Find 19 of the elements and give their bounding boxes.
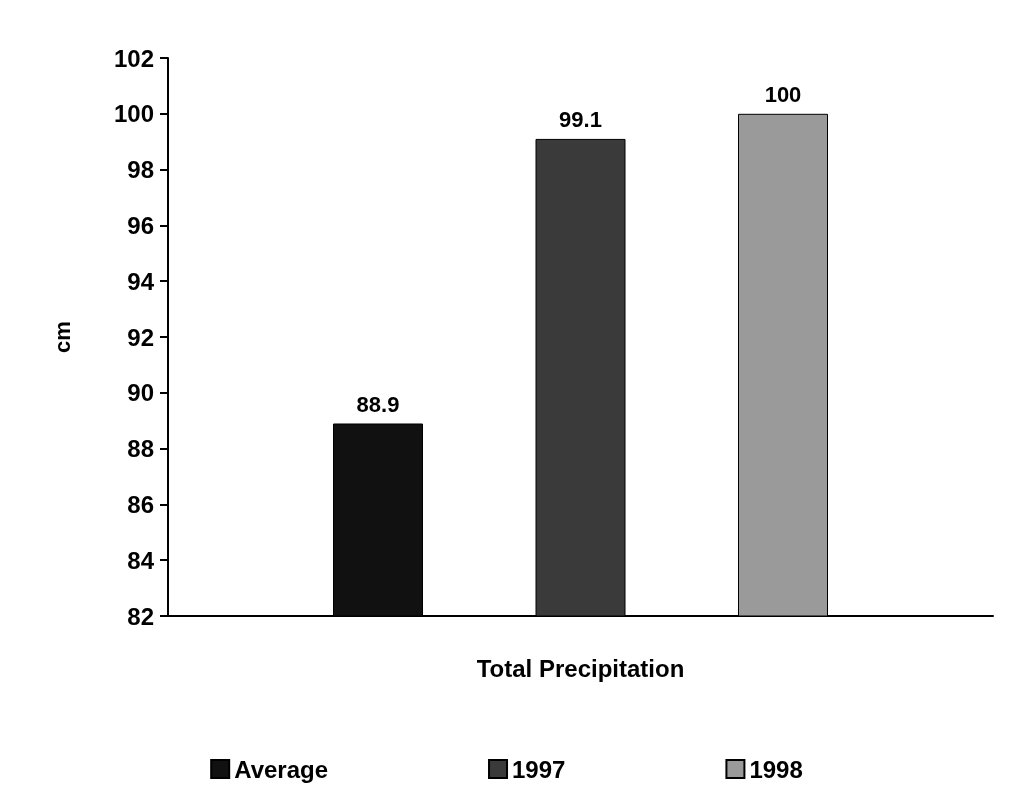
y-tick-label: 88 (127, 435, 154, 463)
legend-label: 1998 (749, 755, 803, 783)
y-tick-label: 98 (127, 156, 154, 184)
y-tick-label: 86 (127, 490, 154, 518)
data-label: 100 (764, 82, 802, 108)
y-tick-label: 94 (127, 267, 155, 295)
y-tick-label: 100 (113, 100, 154, 128)
legend-label: 1997 (512, 755, 566, 783)
x-tick-label: Total Precipitation (476, 654, 685, 682)
y-tick-label: 84 (127, 546, 155, 574)
data-label: 88.9 (356, 391, 400, 417)
y-tick-label: 92 (127, 323, 154, 351)
legend-label: Average (234, 755, 329, 783)
y-tick-label: 96 (127, 211, 154, 239)
y-tick-label: 90 (127, 379, 154, 407)
y-tick-label: 82 (127, 602, 154, 630)
y-axis-title: cm (49, 321, 75, 353)
data-label: 99.1 (559, 107, 602, 133)
y-tick-label: 102 (113, 44, 154, 72)
